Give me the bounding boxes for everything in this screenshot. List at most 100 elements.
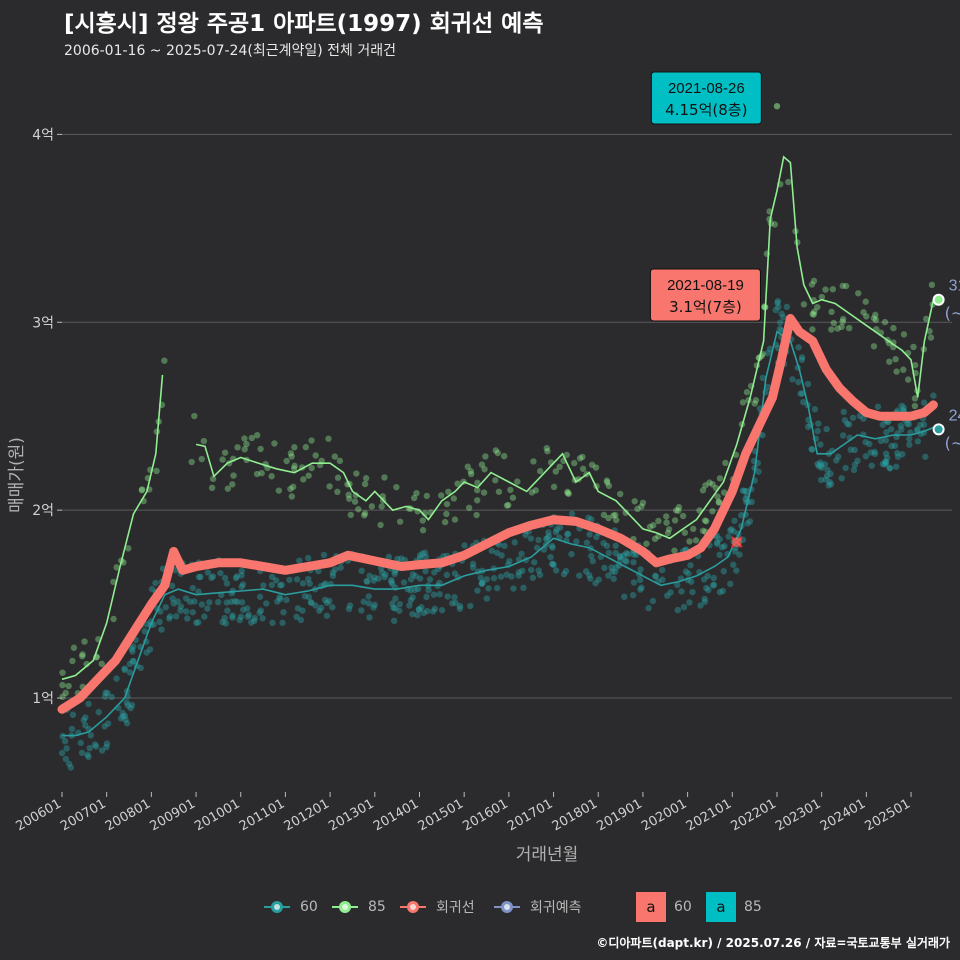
scatter-point-60 bbox=[398, 555, 405, 562]
scatter-point-60 bbox=[825, 482, 832, 489]
x-tick-label: 201901 bbox=[594, 796, 644, 834]
scatter-point-60 bbox=[272, 577, 280, 584]
scatter-point-60 bbox=[329, 603, 336, 611]
scatter-point-60 bbox=[121, 665, 128, 672]
scatter-point-60 bbox=[416, 552, 424, 559]
legend-label-forecast: 회귀예측 bbox=[530, 900, 582, 916]
scatter-point-60 bbox=[123, 719, 131, 727]
scatter-point-60 bbox=[177, 603, 185, 610]
scatter-point-60 bbox=[61, 737, 69, 745]
legend-key-60 bbox=[262, 897, 292, 917]
scatter-point-60 bbox=[817, 462, 825, 469]
scatter-point-60 bbox=[527, 566, 535, 574]
scatter-point-85 bbox=[445, 488, 452, 495]
scatter-point-60 bbox=[58, 749, 66, 757]
scatter-point-85 bbox=[308, 437, 315, 444]
scatter-point-60 bbox=[797, 390, 804, 397]
scatter-point-60 bbox=[882, 450, 890, 457]
scatter-point-85 bbox=[336, 457, 344, 465]
scatter-point-60 bbox=[214, 598, 222, 606]
scatter-point-60 bbox=[930, 392, 937, 399]
scatter-point-60 bbox=[166, 615, 173, 622]
series-line-85 bbox=[61, 374, 164, 681]
scatter-point-85 bbox=[751, 400, 758, 407]
scatter-point-85 bbox=[564, 488, 571, 496]
scatter-point-60 bbox=[414, 585, 422, 593]
scatter-point-85 bbox=[689, 525, 697, 533]
scatter-point-60 bbox=[877, 437, 885, 445]
scatter-point-85 bbox=[79, 651, 86, 658]
scatter-point-60 bbox=[827, 470, 834, 477]
scatter-point-85 bbox=[600, 511, 608, 519]
scatter-point-85 bbox=[334, 488, 341, 496]
scatter-point-60 bbox=[613, 564, 620, 571]
scatter-point-60 bbox=[652, 572, 659, 580]
scatter-point-60 bbox=[430, 608, 437, 615]
scatter-point-85 bbox=[241, 446, 248, 453]
scatter-point-85 bbox=[715, 499, 723, 506]
scatter-point-60 bbox=[221, 614, 228, 622]
scatter-point-60 bbox=[621, 593, 628, 600]
scatter-point-60 bbox=[238, 599, 246, 606]
scatter-point-85 bbox=[720, 489, 728, 496]
scatter-point-60 bbox=[564, 530, 571, 538]
scatter-point-60 bbox=[103, 740, 111, 747]
scatter-point-60 bbox=[124, 702, 132, 709]
scatter-point-60 bbox=[406, 602, 413, 609]
scatter-point-85 bbox=[579, 453, 586, 461]
scatter-point-85 bbox=[248, 434, 256, 442]
scatter-point-60 bbox=[552, 528, 560, 536]
scatter-point-60 bbox=[817, 476, 825, 484]
scatter-point-60 bbox=[862, 438, 869, 446]
scatter-point-85 bbox=[437, 492, 445, 499]
scatter-point-60 bbox=[129, 658, 137, 665]
scatter-point-60 bbox=[823, 425, 830, 433]
scatter-point-85 bbox=[722, 459, 729, 467]
scatter-point-60 bbox=[268, 573, 276, 581]
scatter-point-60 bbox=[595, 576, 602, 583]
scatter-point-60 bbox=[815, 420, 822, 427]
scatter-point-85 bbox=[842, 282, 850, 290]
scatter-point-85 bbox=[651, 535, 659, 543]
scatter-point-85 bbox=[679, 512, 687, 520]
scatter-point-60 bbox=[204, 605, 211, 612]
scatter-point-60 bbox=[263, 600, 270, 607]
scatter-point-60 bbox=[652, 573, 659, 580]
scatter-point-60 bbox=[477, 574, 485, 582]
x-tick-label: 202401 bbox=[818, 796, 868, 834]
scatter-point-60 bbox=[804, 423, 812, 431]
scatter-point-60 bbox=[168, 582, 176, 590]
scatter-point-85 bbox=[138, 486, 146, 493]
scatter-point-60 bbox=[67, 764, 75, 771]
scatter-point-60 bbox=[307, 599, 315, 606]
scatter-point-85 bbox=[62, 689, 69, 697]
scatter-point-60 bbox=[886, 464, 893, 471]
scatter-point-60 bbox=[587, 575, 594, 582]
scatter-point-60 bbox=[320, 551, 328, 559]
scatter-point-60 bbox=[874, 403, 882, 410]
scatter-point-60 bbox=[452, 599, 459, 607]
scatter-point-60 bbox=[674, 581, 681, 589]
scatter-point-60 bbox=[80, 717, 87, 724]
scatter-point-85 bbox=[673, 507, 680, 514]
scatter-point-60 bbox=[158, 626, 165, 633]
scatter-point-60 bbox=[195, 588, 202, 595]
scatter-point-60 bbox=[780, 314, 787, 321]
scatter-point-60 bbox=[883, 454, 891, 462]
scatter-point-60 bbox=[358, 607, 365, 614]
scatter-point-60 bbox=[256, 593, 264, 600]
x-tick-label: 201801 bbox=[550, 796, 600, 834]
scatter-point-60 bbox=[733, 567, 740, 574]
scatter-point-60 bbox=[461, 542, 468, 549]
scatter-point-85 bbox=[291, 444, 298, 451]
scatter-point-60 bbox=[700, 576, 708, 583]
scatter-point-60 bbox=[759, 374, 766, 382]
scatter-point-60 bbox=[251, 617, 258, 625]
scatter-point-60 bbox=[283, 596, 290, 604]
scatter-point-60 bbox=[366, 572, 373, 579]
scatter-point-85 bbox=[638, 503, 645, 510]
scatter-point-60 bbox=[701, 595, 708, 603]
scatter-point-60 bbox=[871, 450, 879, 458]
